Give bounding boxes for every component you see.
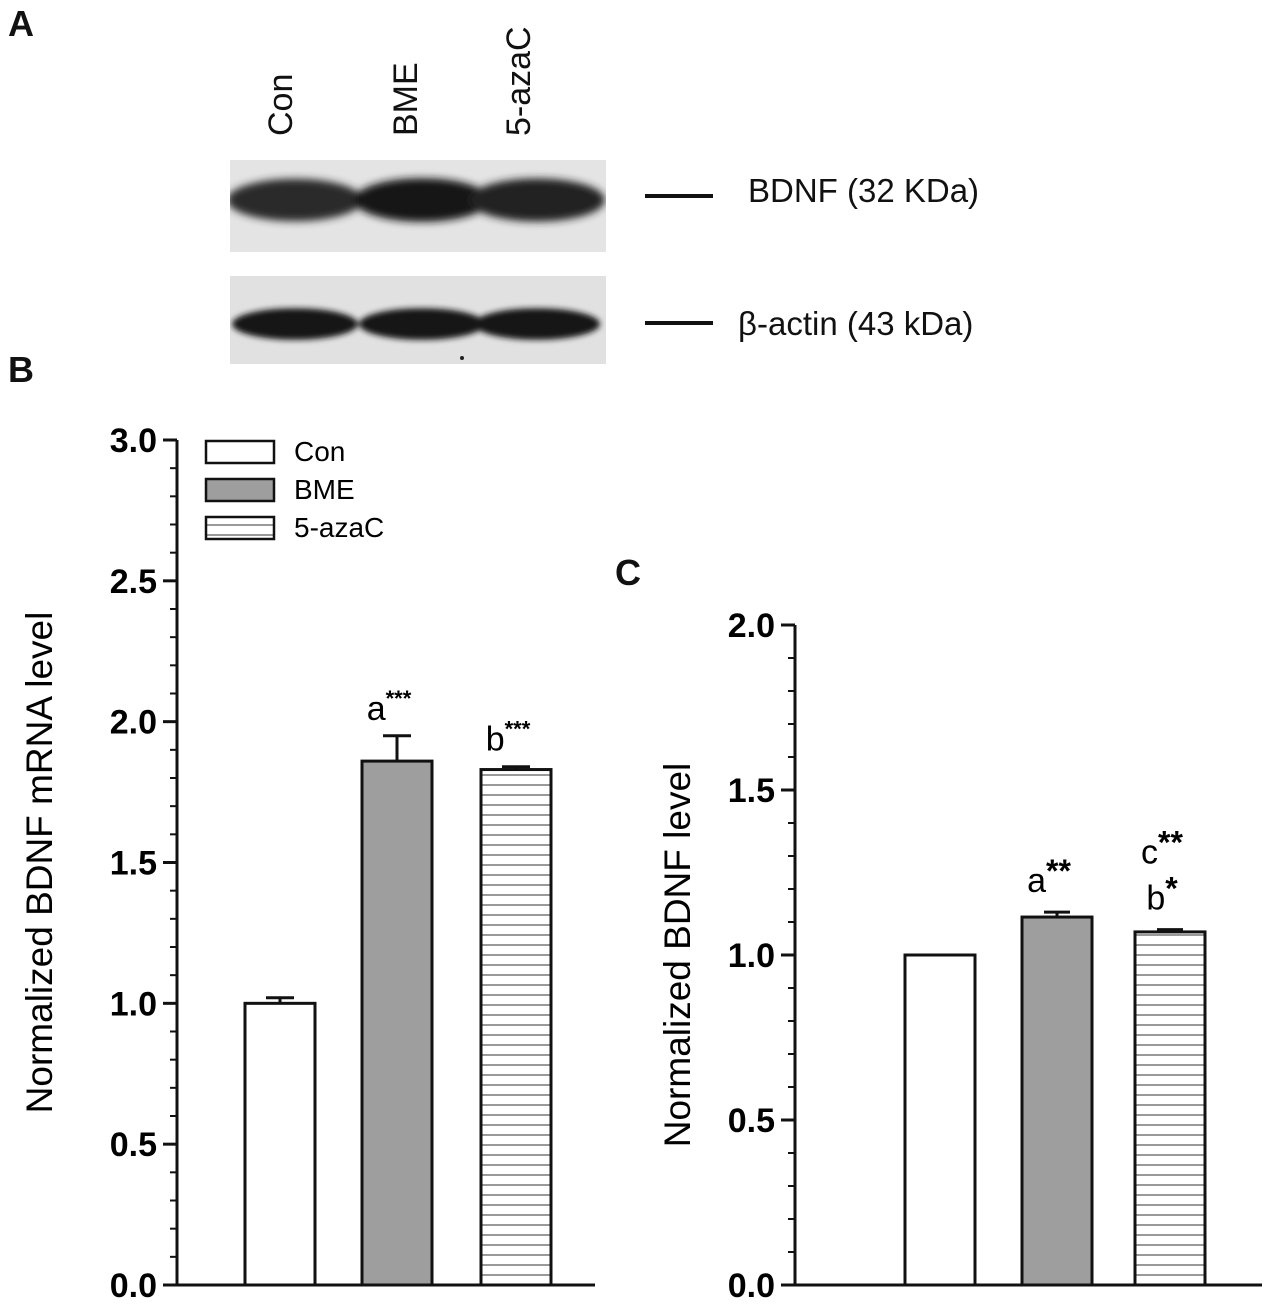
b-tick-label: 0.0 xyxy=(110,1267,157,1305)
actin-marker-line xyxy=(645,321,713,325)
bdnf-band-label: BDNF (32 KDa) xyxy=(748,172,980,209)
b-tick-label: 1.0 xyxy=(110,985,157,1023)
c-y-axis-label: Normalized BDNF level xyxy=(657,763,698,1148)
c-bar-bme xyxy=(1020,915,1094,1287)
c-significance-5-azac: c** xyxy=(1141,825,1183,872)
c-tick-label: 0.5 xyxy=(728,1102,775,1140)
actin-band-bme xyxy=(359,308,485,340)
b-legend-swatch-5-azac xyxy=(204,515,276,541)
b-bar-bme xyxy=(360,759,434,1287)
panel-c-letter: C xyxy=(615,552,641,593)
b-significance-5-azac: b*** xyxy=(486,717,531,759)
b-legend-swatch-con xyxy=(204,439,276,465)
c-significance-bme: a** xyxy=(1027,853,1071,900)
b-bar-5-azac xyxy=(479,768,553,1287)
western-blot xyxy=(230,160,606,364)
b-bar-con xyxy=(243,1001,317,1287)
b-significance-bme: a*** xyxy=(367,686,412,728)
actin-band-con xyxy=(232,308,358,340)
c-bar-con xyxy=(903,953,977,1287)
c-tick-label: 2.0 xyxy=(728,607,775,645)
actin-band-label: β-actin (43 kDa) xyxy=(738,305,974,342)
chart-b: Normalized BDNF mRNA level 0.0 0.5 1.0 1.5 2.… xyxy=(19,422,595,1305)
c-bar-5-azac xyxy=(1133,930,1207,1287)
bdnf-marker-line xyxy=(645,194,713,198)
b-legend-swatch-bme xyxy=(204,477,276,503)
panel-a-letter: A xyxy=(8,3,34,44)
actin-bands xyxy=(232,308,600,340)
c-tick-label: 0.0 xyxy=(728,1267,775,1305)
bdnf-band-con xyxy=(230,178,363,222)
b-legend-label-bme: BME xyxy=(294,474,355,505)
actin-band-5-azac xyxy=(474,308,600,340)
b-tick-label: 1.5 xyxy=(110,845,157,883)
c-tick-label: 1.5 xyxy=(728,772,775,810)
bdnf-band-5-azac xyxy=(469,178,605,222)
lane-label-5azac: 5-azaC xyxy=(500,26,538,136)
blot-speck xyxy=(460,356,464,360)
b-tick-label: 3.0 xyxy=(110,422,157,460)
lane-label-con: Con xyxy=(262,73,300,136)
lane-label-bme: BME xyxy=(387,62,425,136)
b-tick-label: 2.0 xyxy=(110,704,157,742)
c-tick-label: 1.0 xyxy=(728,937,775,975)
b-tick-label: 2.5 xyxy=(110,563,157,601)
c-significance-5-azac: b* xyxy=(1146,871,1178,918)
bdnf-bands xyxy=(230,178,605,222)
chart-c: Normalized BDNF level 0.0 0.5 1.0 1.5 2.0 a** b… xyxy=(657,607,1262,1305)
panel-b-letter: B xyxy=(8,349,34,390)
b-legend-label-5-azac: 5-azaC xyxy=(294,512,384,543)
b-tick-label: 0.5 xyxy=(110,1126,157,1164)
b-legend-label-con: Con xyxy=(294,436,345,467)
bdnf-band-bme xyxy=(354,178,490,222)
b-y-axis-label: Normalized BDNF mRNA level xyxy=(19,612,60,1114)
